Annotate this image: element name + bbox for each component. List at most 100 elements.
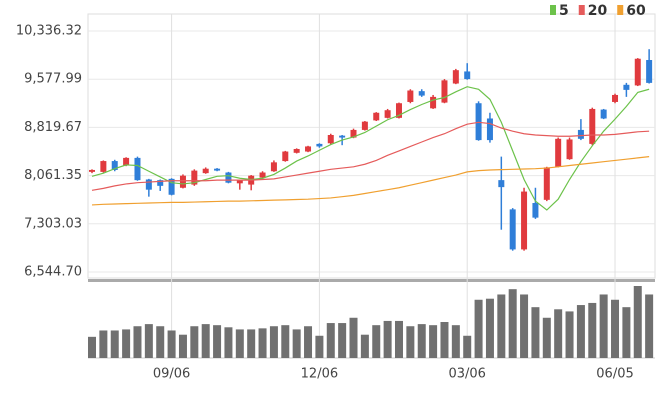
candle-body [214, 168, 221, 171]
volume-bar [201, 324, 210, 358]
volume-bar [463, 335, 472, 358]
volume-bar [281, 325, 290, 358]
volume-bar [531, 307, 540, 358]
volume-bar [372, 325, 381, 358]
legend-label: 60 [626, 3, 646, 19]
x-tick-label: 12/06 [301, 367, 338, 382]
volume-bar [349, 317, 358, 358]
candle-body [634, 58, 641, 86]
volume-bar [247, 329, 256, 358]
volume-bar [292, 329, 301, 358]
candle-body [612, 94, 619, 102]
candle-body [430, 96, 437, 109]
volume-bar [190, 326, 199, 358]
moving-average-line [91, 156, 650, 206]
volume-bar [304, 326, 313, 358]
volume-bar [451, 325, 460, 358]
volume-bar [497, 294, 506, 358]
candle-body [134, 157, 141, 181]
volume-bar [611, 299, 620, 358]
candle-body [145, 179, 152, 190]
volume-bar [213, 325, 222, 358]
volume-bar [360, 334, 369, 358]
candle-body [373, 112, 380, 121]
y-tick-label: 7,303.03 [24, 216, 82, 231]
candle-body [123, 157, 130, 166]
volume-bar [565, 311, 574, 358]
volume-bar [133, 326, 142, 358]
candle-body [532, 203, 539, 218]
candle-body [475, 103, 482, 141]
candle-body [509, 209, 516, 250]
volume-bar [576, 305, 585, 358]
volume-bar [178, 334, 187, 358]
candle-body [441, 80, 448, 103]
candle-body [316, 143, 323, 147]
volume-bar [224, 327, 233, 358]
volume-bar [588, 302, 597, 358]
y-tick-label: 9,577.99 [24, 72, 82, 87]
candle-body [577, 129, 584, 139]
candle-body [589, 108, 596, 144]
candle-body [89, 169, 95, 172]
candle-body [100, 161, 107, 172]
volume-bar [338, 323, 347, 358]
candle-body [623, 84, 630, 90]
panel-separator [88, 279, 655, 282]
volume-bar [315, 335, 324, 358]
candle-body [521, 191, 528, 250]
candle-body [486, 118, 493, 141]
candle-body [395, 103, 402, 118]
volume-bar [520, 294, 529, 358]
candle-body [384, 110, 391, 118]
moving-average-line [91, 86, 650, 211]
volume-bar [508, 289, 517, 358]
y-tick-label: 10,336.32 [16, 24, 82, 39]
volume-bar [110, 330, 119, 358]
moving-average-line [91, 121, 650, 191]
volume-bar [429, 325, 438, 358]
legend-swatch [617, 5, 624, 15]
candle-body [350, 129, 357, 138]
legend-swatch [550, 5, 556, 15]
volume-bar [88, 336, 96, 358]
candle-body [361, 121, 368, 130]
candle-body [282, 151, 289, 162]
candle-body [418, 91, 425, 96]
candle-body [452, 70, 459, 84]
x-tick-label: 06/05 [596, 367, 633, 382]
candle-body [293, 148, 300, 153]
volume-bar [122, 329, 131, 358]
volume-bar [235, 329, 244, 358]
volume-bar [258, 328, 267, 358]
candle-body [543, 167, 550, 200]
volume-bar [554, 309, 563, 358]
legend-label: 20 [588, 3, 608, 19]
candle-body [339, 135, 346, 138]
volume-bar [599, 294, 608, 358]
volume-bar [156, 326, 165, 358]
candle-body [168, 178, 175, 195]
candle-body [270, 162, 277, 172]
candle-body [157, 180, 164, 186]
x-tick-label: 09/06 [153, 367, 190, 382]
volume-bar [269, 326, 278, 358]
volume-bar [167, 330, 176, 358]
candle-body [566, 139, 573, 160]
volume-bar [485, 298, 494, 358]
volume-bar [622, 307, 631, 358]
volume-bar [383, 320, 392, 358]
candle-body [407, 90, 414, 102]
volume-bar [394, 320, 403, 358]
candle-body [464, 71, 471, 80]
candle-body [646, 60, 653, 83]
candle-body [498, 180, 505, 188]
candle-body [179, 175, 186, 188]
volume-bar [406, 326, 415, 358]
price-panel [87, 13, 656, 279]
x-tick-label: 03/06 [448, 367, 485, 382]
legend-swatch [578, 5, 585, 15]
candle-body [555, 138, 562, 167]
candle-body [600, 109, 607, 119]
